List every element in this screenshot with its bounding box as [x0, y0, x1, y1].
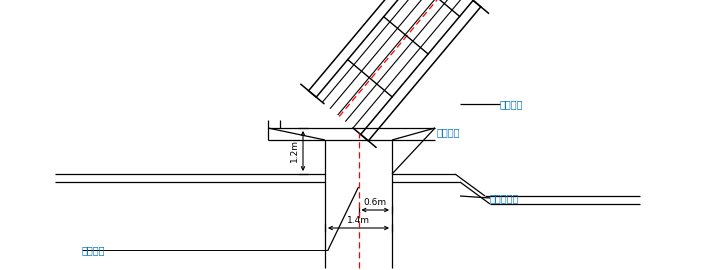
- Text: 中心轴线: 中心轴线: [82, 245, 105, 255]
- Text: 1.4m: 1.4m: [347, 216, 370, 225]
- Text: 墨护内边线: 墨护内边线: [490, 193, 519, 203]
- Text: 定位型钢: 定位型钢: [500, 99, 523, 109]
- Text: 1.2m: 1.2m: [290, 140, 299, 163]
- Text: 0.6m: 0.6m: [364, 198, 387, 207]
- Text: 墨护内边: 墨护内边: [437, 127, 461, 137]
